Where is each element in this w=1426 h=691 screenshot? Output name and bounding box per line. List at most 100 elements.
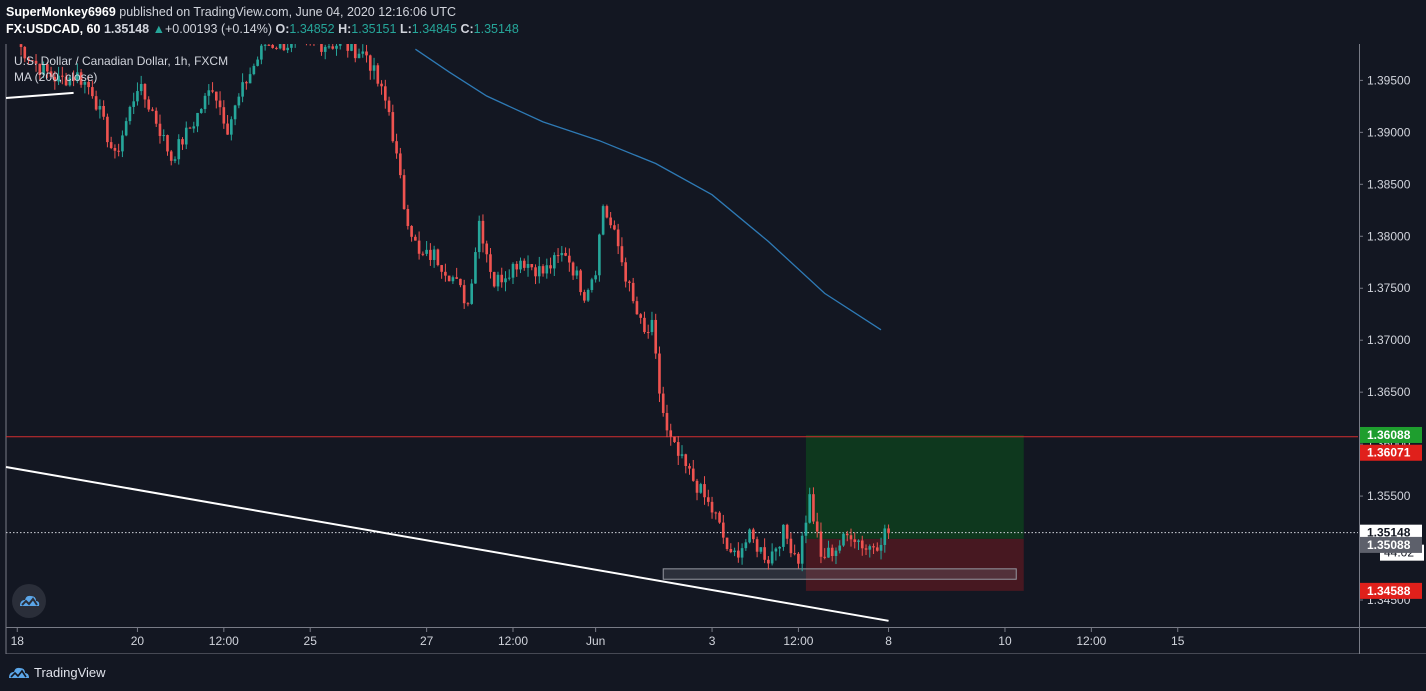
candle xyxy=(778,546,781,557)
x-tick-label: 12:00 xyxy=(1076,634,1106,648)
candle xyxy=(45,61,49,79)
candle-body xyxy=(271,45,274,48)
candle xyxy=(49,66,53,80)
candle-body xyxy=(402,175,406,210)
candle-body xyxy=(440,265,443,272)
candle xyxy=(740,543,744,565)
candle-body xyxy=(30,60,34,62)
candle xyxy=(571,261,575,280)
candle xyxy=(594,270,597,283)
candle xyxy=(699,482,703,494)
candle xyxy=(556,248,560,263)
tradingview-badge[interactable] xyxy=(12,584,46,618)
candle-body xyxy=(98,105,102,110)
candle xyxy=(124,117,128,137)
trendline[interactable] xyxy=(5,466,889,622)
trendline[interactable] xyxy=(5,91,74,100)
symbol-info: FX:USDCAD, 60 1.35148 ▲+0.00193 (+0.14%)… xyxy=(6,22,519,36)
candle-body xyxy=(346,41,350,51)
candle-body xyxy=(282,39,286,51)
candle xyxy=(466,302,470,307)
publisher-name[interactable]: SuperMonkey6969 xyxy=(6,5,116,19)
candle-body xyxy=(38,63,42,75)
candle xyxy=(620,237,624,267)
resistance-price-tag-label: 1.36071 xyxy=(1367,446,1411,460)
candle-body xyxy=(109,142,113,148)
current-price-tag[interactable] xyxy=(1360,524,1422,541)
candle-body xyxy=(72,77,75,81)
candle xyxy=(842,532,845,547)
candle xyxy=(128,105,132,125)
candle-body xyxy=(733,550,736,553)
candle xyxy=(323,44,327,60)
candle xyxy=(628,280,631,292)
candle-body xyxy=(774,548,778,552)
ma-200-line[interactable] xyxy=(415,48,882,331)
candle xyxy=(173,156,177,164)
candle-body xyxy=(94,96,98,110)
entry-price-tag[interactable] xyxy=(1360,536,1422,553)
candle-body xyxy=(320,43,323,52)
candle xyxy=(691,459,695,482)
stop-price-tag[interactable] xyxy=(1360,582,1422,599)
candle xyxy=(387,96,391,116)
profit-zone[interactable] xyxy=(805,434,1024,539)
candle xyxy=(87,76,90,95)
candle xyxy=(819,522,823,564)
publish-info: SuperMonkey6969 published on TradingView… xyxy=(6,5,456,19)
candle-body xyxy=(504,278,507,283)
candle xyxy=(151,107,154,112)
candle xyxy=(61,66,64,85)
candle-body xyxy=(556,255,560,257)
candle xyxy=(230,116,233,141)
candle-body xyxy=(549,265,552,269)
candle xyxy=(530,263,534,271)
entry-price-tag-label: 1.35088 xyxy=(1367,538,1411,552)
close-value: 1.35148 xyxy=(473,22,519,36)
candle xyxy=(489,248,492,279)
stop-zone[interactable] xyxy=(805,538,1024,591)
candle-body xyxy=(827,547,830,558)
candle-body xyxy=(590,279,594,290)
candle xyxy=(79,69,83,88)
x-tick-label: 10 xyxy=(998,634,1012,648)
candle-body xyxy=(819,531,823,557)
candle-body xyxy=(526,264,530,268)
candle-body xyxy=(414,236,417,241)
candle-body xyxy=(391,112,395,142)
candle-body xyxy=(605,206,609,218)
candle-body xyxy=(564,253,567,256)
candle xyxy=(759,547,763,554)
candle-body xyxy=(752,529,755,540)
candle-body xyxy=(507,277,511,279)
indicator-label[interactable]: MA (200, close) xyxy=(14,70,98,84)
candle xyxy=(447,275,451,282)
candle xyxy=(192,121,196,133)
footer-brand-label[interactable]: TradingView xyxy=(34,665,106,680)
candle-body xyxy=(748,529,751,543)
candle xyxy=(830,544,834,562)
open-value: 1.34852 xyxy=(289,22,335,36)
candle-body xyxy=(444,271,447,276)
candle xyxy=(34,54,38,72)
candle-body xyxy=(620,246,624,263)
candle xyxy=(800,531,804,572)
candle-body xyxy=(350,40,353,51)
candle-body xyxy=(496,274,500,287)
support-zone-box[interactable] xyxy=(662,568,1017,580)
candle-body xyxy=(515,263,519,270)
candle xyxy=(203,92,207,114)
candle-body xyxy=(639,314,643,318)
candle xyxy=(23,45,27,63)
candle xyxy=(710,496,714,519)
resistance-price-tag[interactable] xyxy=(1360,444,1422,461)
candle xyxy=(214,91,218,109)
candle-body xyxy=(485,243,489,255)
target-price-tag-label: 1.36088 xyxy=(1367,428,1411,442)
target-price-tag[interactable] xyxy=(1360,426,1422,443)
candle-body xyxy=(417,240,421,254)
candle xyxy=(875,542,879,552)
candle-body xyxy=(45,64,49,72)
candle-body xyxy=(218,100,222,108)
